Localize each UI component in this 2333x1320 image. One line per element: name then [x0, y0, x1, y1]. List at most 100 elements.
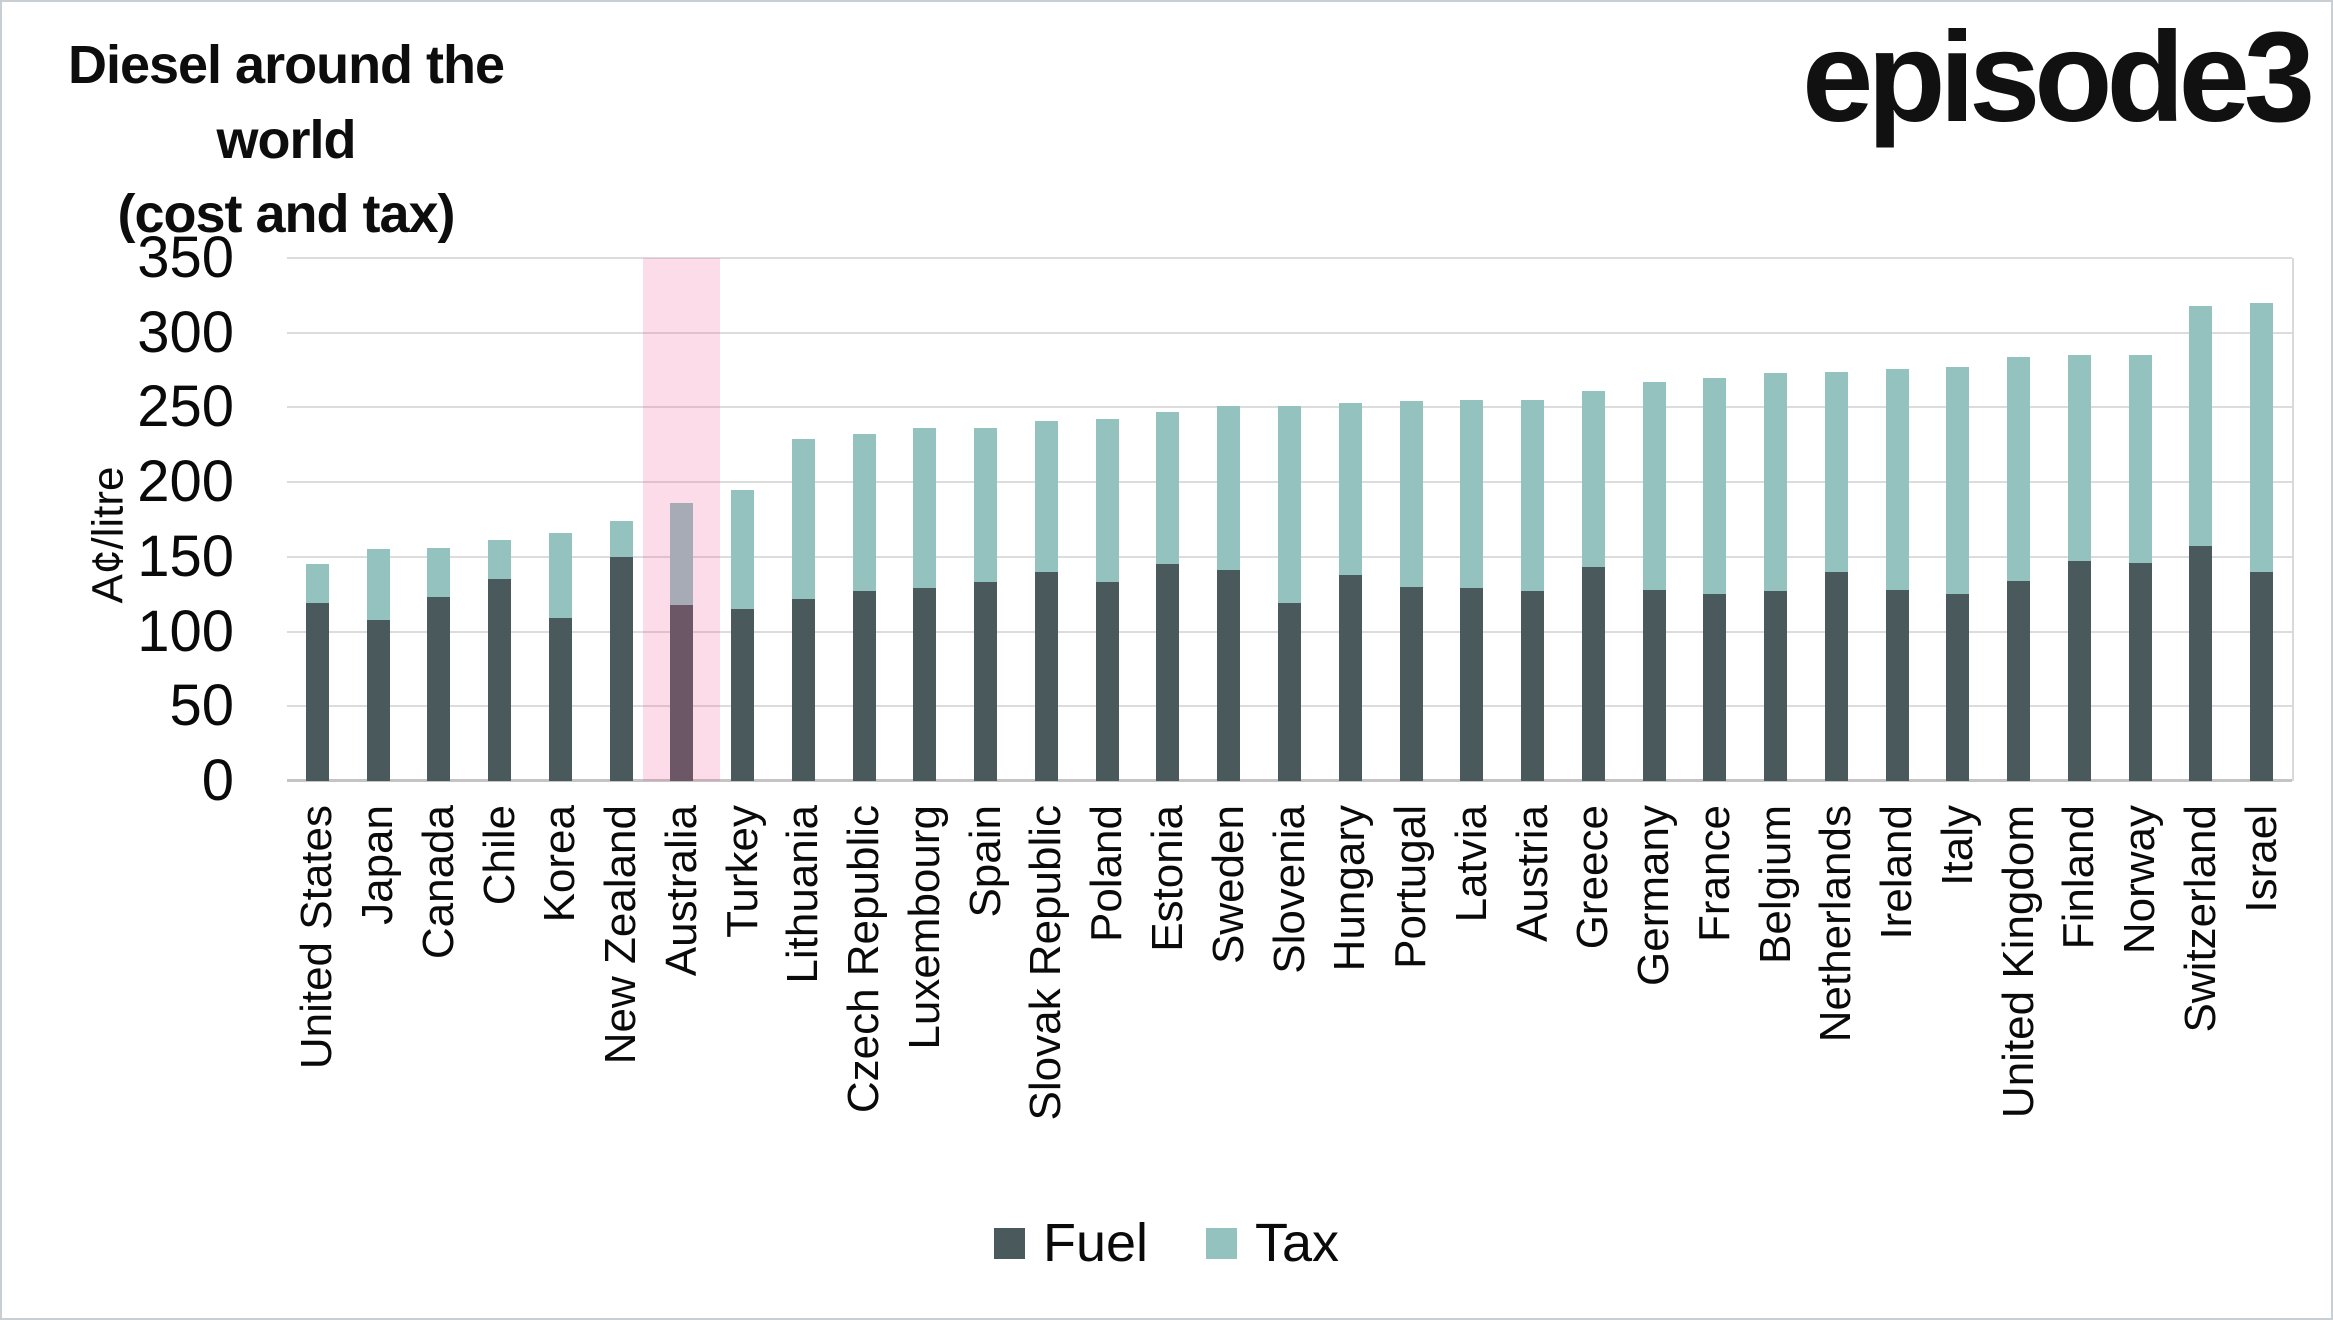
- tax-segment-greece: [1581, 391, 1605, 568]
- y-tick-50: 50: [169, 673, 234, 739]
- tax-segment-united-kingdom: [2007, 356, 2031, 581]
- fuel-segment-australia: [670, 604, 694, 781]
- fuel-segment-lithuania: [791, 598, 815, 781]
- x-label-sweden: Sweden: [1203, 805, 1253, 965]
- tax-segment-netherlands: [1824, 371, 1848, 572]
- episode3-logo: episode3: [1802, 6, 2315, 149]
- gridline-350: [287, 257, 2292, 259]
- y-tick-350: 350: [137, 225, 234, 290]
- fuel-segment-france: [1703, 594, 1727, 781]
- tax-segment-switzerland: [2189, 305, 2213, 547]
- fuel-segment-united-states: [305, 603, 329, 781]
- legend: Fuel Tax: [2, 1212, 2331, 1274]
- fuel-segment-sweden: [1217, 570, 1241, 781]
- x-label-united-kingdom: United Kingdom: [1993, 805, 2043, 1119]
- tax-segment-norway: [2128, 355, 2152, 563]
- tax-segment-portugal: [1399, 401, 1423, 587]
- tax-segment-canada: [427, 547, 451, 598]
- tax-segment-ireland: [1885, 368, 1909, 590]
- fuel-segment-luxembourg: [913, 588, 937, 781]
- tax-segment-austria: [1521, 399, 1545, 592]
- x-label-finland: Finland: [2054, 805, 2104, 950]
- fuel-segment-portugal: [1399, 586, 1423, 781]
- x-label-new-zealand: New Zealand: [596, 805, 646, 1065]
- x-label-estonia: Estonia: [1142, 805, 1192, 952]
- x-label-ireland: Ireland: [1872, 805, 1922, 940]
- tax-segment-poland: [1095, 419, 1119, 583]
- tax-segment-finland: [2067, 355, 2091, 562]
- fuel-segment-chile: [488, 579, 512, 781]
- fuel-segment-belgium: [1764, 591, 1788, 781]
- fuel-segment-norway: [2128, 562, 2152, 781]
- plot-area: [287, 257, 2294, 782]
- fuel-segment-ireland: [1885, 589, 1909, 781]
- chart-title: Diesel around the world (cost and tax): [16, 28, 556, 252]
- chart-title-line1: Diesel around the world: [67, 35, 505, 170]
- x-label-netherlands: Netherlands: [1811, 805, 1861, 1043]
- fuel-segment-latvia: [1460, 588, 1484, 781]
- fuel-segment-united-kingdom: [2007, 580, 2031, 781]
- tax-segment-czech-republic: [852, 434, 876, 592]
- fuel-segment-new-zealand: [609, 556, 633, 781]
- tax-segment-hungary: [1338, 402, 1362, 575]
- x-label-lithuania: Lithuania: [778, 805, 828, 984]
- tax-segment-sweden: [1217, 405, 1241, 571]
- fuel-segment-turkey: [731, 609, 755, 781]
- tax-segment-chile: [488, 540, 512, 580]
- x-label-austria: Austria: [1507, 805, 1557, 942]
- tax-segment-israel: [2250, 302, 2274, 572]
- fuel-segment-poland: [1095, 582, 1119, 781]
- tax-segment-korea: [548, 532, 572, 619]
- y-tick-250: 250: [137, 374, 234, 440]
- fuel-segment-spain: [974, 582, 998, 781]
- fuel-segment-korea: [548, 618, 572, 781]
- tax-segment-slovenia: [1278, 405, 1301, 604]
- fuel-segment-canada: [427, 597, 451, 781]
- fuel-segment-estonia: [1156, 564, 1180, 781]
- x-label-turkey: Turkey: [717, 805, 767, 938]
- x-label-france: France: [1689, 805, 1739, 942]
- tax-segment-turkey: [731, 489, 755, 610]
- y-tick-300: 300: [137, 299, 234, 365]
- legend-swatch-fuel: [993, 1227, 1025, 1259]
- tax-segment-germany: [1642, 382, 1666, 590]
- x-label-korea: Korea: [535, 805, 585, 923]
- fuel-segment-japan: [366, 619, 390, 781]
- tax-segment-italy: [1946, 367, 1970, 595]
- x-label-slovenia: Slovenia: [1264, 805, 1314, 974]
- fuel-segment-austria: [1521, 591, 1545, 781]
- legend-label-fuel: Fuel: [1042, 1213, 1148, 1273]
- legend-item-fuel: Fuel: [993, 1212, 1148, 1274]
- tax-segment-australia: [670, 503, 694, 605]
- y-tick-0: 0: [201, 748, 234, 813]
- fuel-segment-italy: [1946, 594, 1970, 781]
- fuel-segment-czech-republic: [852, 591, 876, 781]
- tax-segment-estonia: [1156, 411, 1180, 565]
- tax-segment-united-states: [305, 564, 329, 604]
- x-label-japan: Japan: [353, 805, 403, 925]
- x-label-poland: Poland: [1082, 805, 1132, 943]
- x-label-switzerland: Switzerland: [2175, 805, 2225, 1033]
- x-label-israel: Israel: [2236, 805, 2286, 913]
- fuel-segment-germany: [1642, 589, 1666, 781]
- x-label-belgium: Belgium: [1750, 805, 1800, 964]
- fuel-segment-slovenia: [1278, 603, 1301, 781]
- legend-item-tax: Tax: [1206, 1212, 1339, 1274]
- fuel-segment-greece: [1581, 567, 1605, 781]
- tax-segment-lithuania: [791, 438, 815, 599]
- x-label-luxembourg: Luxembourg: [899, 805, 949, 1050]
- x-label-germany: Germany: [1629, 805, 1679, 986]
- fuel-segment-finland: [2067, 561, 2091, 781]
- x-label-slovak-republic: Slovak Republic: [1021, 805, 1071, 1121]
- fuel-segment-slovak-republic: [1034, 571, 1058, 781]
- x-label-latvia: Latvia: [1446, 805, 1496, 923]
- x-label-united-states: United States: [292, 805, 342, 1070]
- x-label-norway: Norway: [2115, 805, 2165, 955]
- x-label-portugal: Portugal: [1386, 805, 1435, 969]
- tax-segment-japan: [366, 549, 390, 620]
- x-label-hungary: Hungary: [1325, 805, 1375, 972]
- legend-swatch-tax: [1206, 1227, 1237, 1259]
- tax-segment-latvia: [1460, 399, 1484, 589]
- y-tick-150: 150: [137, 523, 234, 589]
